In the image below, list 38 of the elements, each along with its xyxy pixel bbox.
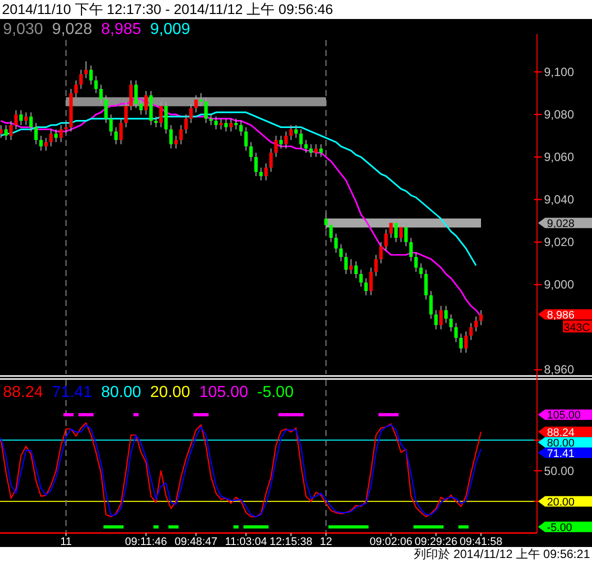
x-tick-label: 09:11:46 [124,536,168,548]
text: 8,985 [101,21,142,38]
text: 9,028 [547,218,575,230]
x-tick-label: 09:41:58 [460,536,502,548]
y-tick-label: 9,020 [544,235,574,250]
text: 9,028 [52,21,92,38]
x-tick-label: 12 [320,536,332,548]
y-tick-label: 9,040 [544,192,574,207]
y-tick-label: 8,960 [544,362,574,377]
x-tick-label: 09:29:26 [414,536,458,548]
annotation: 71.41 [52,384,92,401]
text: 列印於 2014/11/12 上午 09:56:21 [414,547,590,561]
y-tick-label: 9,060 [544,150,574,164]
text: 71.41 [547,448,575,460]
text: 343C [564,322,590,334]
text: -5.00 [547,522,572,534]
text: 9,030 [3,21,44,38]
y-tick-label: 50.00 [544,464,574,478]
x-tick-label: 12:15:38 [270,536,312,548]
text: 105.00 [547,410,581,422]
text: 88.24 [547,426,575,439]
text: 8,986 [547,309,575,322]
annotation: 88.24 [3,384,44,401]
text: 9,009 [150,21,190,38]
x-tick-label: 11:03:04 [224,536,268,548]
annotation: -5.00 [257,384,294,401]
y-tick-label: 80.00 [547,437,575,450]
x-tick-label: 09:48:47 [174,536,218,548]
chart-title: 2014/11/10 下午 12:17:30 - 2014/11/12 上午 09:56:46 [2,1,334,17]
y-tick-label: 9,000 [544,278,574,292]
annotation: 20.00 [150,384,190,401]
y-tick-label: 9,080 [544,107,574,122]
annotation: 80.00 [101,384,142,401]
y-tick-label: 9,100 [544,64,574,79]
annotation: 105.00 [199,384,248,401]
y-tick-label: 20.00 [547,496,575,508]
x-tick-label: 11 [60,536,72,548]
x-tick-label: 09:02:06 [370,536,412,548]
